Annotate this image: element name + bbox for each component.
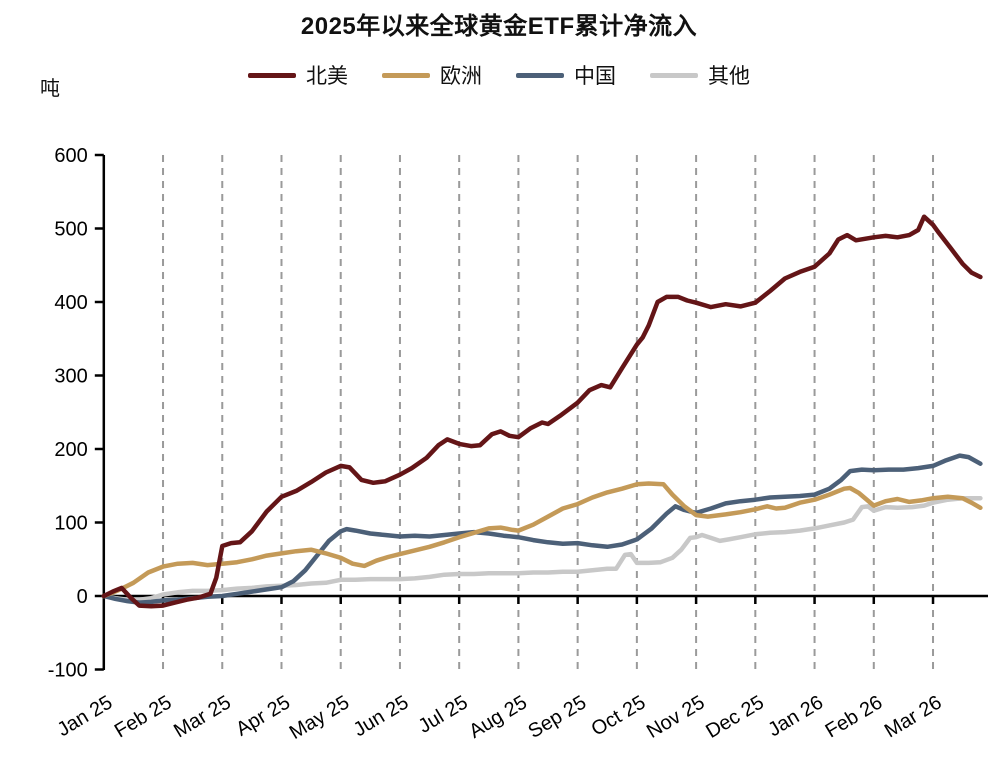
series-line-中国 <box>101 453 983 605</box>
series-line-其他 <box>101 495 983 602</box>
legend-label: 中国 <box>574 65 616 88</box>
legend-line-swatch <box>248 72 296 78</box>
chart-title: 2025年以来全球黄金ETF累计净流入 <box>300 13 698 40</box>
legend: 北美 欧洲 中国 其他 <box>0 60 998 90</box>
x-tick-label: Dec 25 <box>702 691 768 742</box>
x-tick-label: Mar 25 <box>170 691 235 742</box>
x-tick-label: Nov 25 <box>643 691 709 742</box>
x-tick-label: Aug 25 <box>465 691 531 743</box>
x-tick-label: Jan 25 <box>54 691 117 741</box>
y-tick-label: 400 <box>54 292 87 314</box>
x-tick-label: Mar 26 <box>881 691 946 742</box>
y-tick-label: 300 <box>54 366 87 388</box>
series-line-北美 <box>101 214 983 609</box>
x-tick-label: May 25 <box>286 691 354 744</box>
y-tick-label: 500 <box>54 219 87 241</box>
y-tick-label: -100 <box>48 660 88 682</box>
x-tick-label: Jul 25 <box>415 691 472 737</box>
x-tick-label: Sep 25 <box>525 691 591 743</box>
x-tick-label: Feb 25 <box>111 691 176 742</box>
y-tick-label: 0 <box>77 586 88 608</box>
legend-label: 北美 <box>306 65 348 88</box>
y-axis-unit-label: 吨 <box>40 78 60 100</box>
x-tick-label: Oct 25 <box>588 691 650 740</box>
legend-line-swatch <box>382 72 430 78</box>
x-tick-label: Jun 25 <box>350 691 413 741</box>
legend-item-north-america: 北美 <box>248 60 348 90</box>
legend-line-swatch <box>516 72 564 78</box>
legend-line-swatch <box>650 72 698 78</box>
legend-item-europe: 欧洲 <box>382 60 482 90</box>
y-tick-label: 600 <box>54 145 87 167</box>
x-tick-label: Apr 25 <box>232 691 294 740</box>
y-tick-label: 200 <box>54 439 87 461</box>
y-tick-label: 100 <box>54 513 87 535</box>
legend-label: 欧洲 <box>440 65 482 88</box>
series-line-欧洲 <box>101 481 983 599</box>
legend-item-china: 中国 <box>516 60 616 90</box>
x-tick-label: Feb 26 <box>822 691 887 742</box>
x-tick-label: Jan 26 <box>764 691 827 741</box>
legend-item-others: 其他 <box>650 60 750 90</box>
legend-label: 其他 <box>708 65 750 88</box>
